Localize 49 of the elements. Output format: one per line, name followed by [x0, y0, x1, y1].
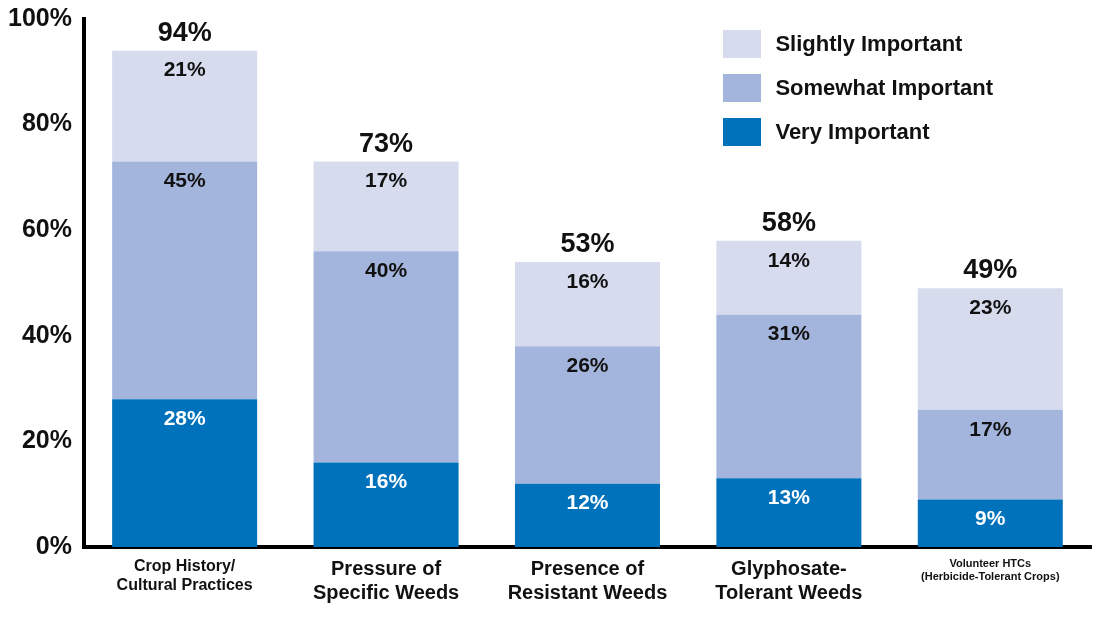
- data-label: 23%: [969, 295, 1012, 319]
- bar: [716, 314, 862, 479]
- bar: [112, 161, 258, 400]
- bar: [514, 483, 660, 547]
- data-label: 16%: [365, 469, 408, 493]
- data-label: 17%: [365, 168, 408, 192]
- bar: [917, 499, 1063, 547]
- bar: [716, 240, 862, 315]
- bar: [514, 346, 660, 484]
- x-tick-label: Pressure of Specific Weeds: [312, 556, 460, 603]
- bar: [112, 399, 258, 547]
- data-label: 28%: [163, 405, 206, 429]
- bar: [917, 409, 1063, 500]
- data-label: 9%: [975, 506, 1006, 530]
- total-label: 94%: [157, 16, 212, 47]
- bar: [313, 161, 459, 252]
- data-label: 21%: [163, 57, 206, 81]
- total-label: 53%: [560, 227, 615, 258]
- data-label: 13%: [767, 485, 811, 509]
- data-label: 26%: [566, 353, 609, 377]
- y-tick-label: 20%: [21, 425, 72, 454]
- data-label: 14%: [767, 247, 811, 271]
- total-label: 58%: [761, 206, 816, 237]
- bar: [917, 288, 1063, 410]
- y-tick-label: 60%: [21, 214, 72, 243]
- legend-label: Somewhat Important: [775, 75, 993, 101]
- y-tick-label: 40%: [21, 319, 72, 348]
- total-label: 49%: [963, 254, 1018, 285]
- x-tick-label: Glyphosate- Tolerant Weeds: [715, 556, 863, 603]
- bar: [313, 462, 459, 547]
- bar: [716, 478, 862, 547]
- bar: [514, 261, 660, 347]
- data-label: 45%: [163, 168, 206, 192]
- data-label: 16%: [566, 268, 609, 292]
- x-tick-label: Crop History/ Cultural Practices: [116, 557, 253, 594]
- legend-label: Slightly Important: [775, 31, 963, 57]
- x-tick-label: Volunteer HTCs (Herbicide-Tolerant Crops): [921, 556, 1060, 582]
- data-label: 12%: [566, 490, 609, 514]
- bar: [112, 50, 258, 162]
- data-label: 40%: [365, 258, 408, 282]
- y-tick-label: 80%: [21, 108, 72, 137]
- total-label: 73%: [359, 127, 414, 158]
- data-label: 17%: [969, 416, 1012, 440]
- data-label: 31%: [767, 321, 811, 345]
- y-tick-label: 100%: [7, 2, 72, 31]
- bar: [313, 251, 459, 463]
- y-tick-label: 0%: [35, 530, 72, 559]
- legend-label: Very Important: [775, 119, 930, 145]
- x-tick-label: Presence of Resistant Weeds: [507, 556, 668, 603]
